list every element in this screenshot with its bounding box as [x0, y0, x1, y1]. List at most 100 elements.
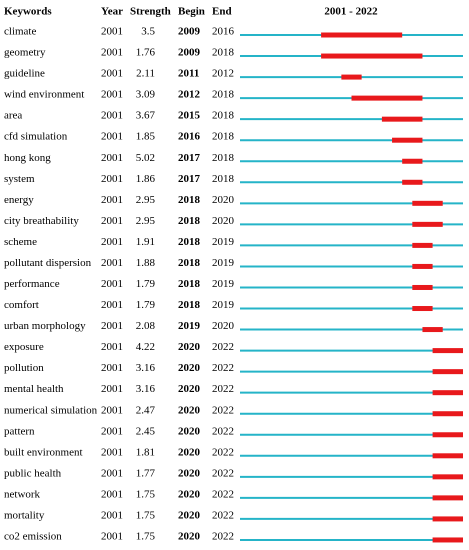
begin: 2020	[178, 425, 201, 437]
burst	[422, 327, 443, 333]
strength: 2.95	[136, 215, 156, 227]
begin: 2018	[178, 215, 201, 227]
end: 2018	[212, 47, 235, 59]
strength: 1.77	[136, 467, 156, 479]
begin: 2017	[178, 173, 201, 185]
keyword: guideline	[4, 68, 45, 80]
begin: 2018	[178, 299, 201, 311]
end: 2022	[212, 383, 234, 395]
burst	[432, 432, 463, 438]
year: 2001	[101, 425, 123, 437]
header: Begin	[178, 6, 205, 18]
year: 2001	[101, 509, 123, 521]
header: Keywords	[4, 6, 52, 18]
burst	[432, 411, 463, 417]
keyword: system	[4, 173, 35, 185]
burst	[412, 200, 443, 206]
end: 2012	[212, 68, 234, 80]
begin: 2011	[178, 68, 199, 80]
strength: 2.08	[136, 320, 156, 332]
strength: 3.16	[136, 383, 156, 395]
end: 2018	[212, 110, 235, 122]
strength: 3.5	[141, 26, 155, 38]
begin: 2018	[178, 236, 201, 248]
year: 2001	[101, 257, 123, 269]
end: 2019	[212, 299, 235, 311]
end: 2020	[212, 215, 235, 227]
burst	[321, 53, 423, 59]
keyword: mortality	[4, 509, 45, 521]
keyword: public health	[4, 467, 62, 479]
year: 2001	[101, 173, 123, 185]
end: 2016	[212, 26, 235, 38]
keyword: built environment	[4, 446, 83, 458]
keyword: area	[4, 110, 22, 122]
year: 2001	[101, 341, 123, 353]
begin: 2018	[178, 194, 201, 206]
strength: 2.45	[136, 425, 156, 437]
begin: 2015	[178, 110, 201, 122]
year: 2001	[101, 131, 123, 143]
burst	[402, 158, 423, 164]
strength: 1.91	[136, 236, 155, 248]
begin: 2020	[178, 530, 201, 542]
keyword: scheme	[4, 236, 37, 248]
keyword: climate	[4, 26, 36, 38]
keyword: pollutant dispersion	[4, 257, 92, 269]
burst	[432, 369, 463, 375]
year: 2001	[101, 194, 123, 206]
strength: 1.75	[136, 530, 156, 542]
strength: 3.16	[136, 362, 156, 374]
burst	[432, 495, 463, 501]
end: 2018	[212, 173, 235, 185]
burst	[432, 516, 463, 522]
strength: 1.76	[136, 47, 156, 59]
begin: 2009	[178, 47, 201, 59]
burst	[412, 284, 433, 290]
burst	[321, 32, 403, 38]
header: 2001 - 2022	[324, 6, 378, 18]
year: 2001	[101, 467, 123, 479]
end: 2020	[212, 194, 235, 206]
strength: 1.75	[136, 509, 156, 521]
burst	[412, 221, 443, 227]
year: 2001	[101, 215, 123, 227]
year: 2001	[101, 152, 123, 164]
year: 2001	[101, 236, 123, 248]
header: Strength	[130, 6, 171, 18]
keyword: geometry	[4, 47, 46, 59]
begin: 2020	[178, 383, 201, 395]
keyword: comfort	[4, 299, 39, 311]
end: 2022	[212, 509, 234, 521]
burst	[412, 263, 433, 269]
end: 2020	[212, 320, 235, 332]
end: 2022	[212, 446, 234, 458]
keyword: cfd simulation	[4, 131, 68, 143]
strength: 2.11	[136, 68, 155, 80]
begin: 2017	[178, 152, 201, 164]
strength: 1.88	[136, 257, 156, 269]
year: 2001	[101, 278, 123, 290]
strength: 1.81	[136, 446, 155, 458]
end: 2018	[212, 131, 235, 143]
header: Year	[101, 6, 123, 18]
burst	[381, 116, 423, 122]
burst	[432, 348, 463, 354]
burst	[351, 95, 423, 101]
burst	[402, 179, 423, 185]
burst	[341, 74, 362, 80]
end: 2022	[212, 341, 234, 353]
strength: 2.95	[136, 194, 156, 206]
end: 2018	[212, 152, 235, 164]
begin: 2018	[178, 257, 201, 269]
year: 2001	[101, 299, 123, 311]
begin: 2020	[178, 488, 201, 500]
year: 2001	[101, 26, 123, 38]
begin: 2020	[178, 404, 201, 416]
end: 2022	[212, 488, 234, 500]
burst	[432, 390, 463, 396]
strength: 4.22	[136, 341, 155, 353]
strength: 1.86	[136, 173, 156, 185]
keyword: performance	[4, 278, 60, 290]
year: 2001	[101, 47, 123, 59]
